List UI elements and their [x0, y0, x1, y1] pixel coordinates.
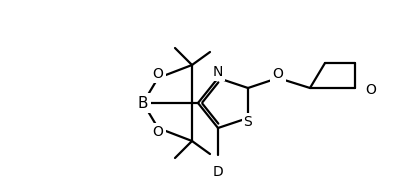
Text: O: O: [153, 125, 163, 139]
Text: S: S: [244, 115, 252, 129]
Text: N: N: [213, 65, 223, 79]
Text: D: D: [213, 165, 224, 179]
Text: O: O: [365, 83, 376, 97]
Text: B: B: [138, 95, 148, 111]
Text: O: O: [153, 67, 163, 81]
Text: O: O: [273, 67, 284, 81]
